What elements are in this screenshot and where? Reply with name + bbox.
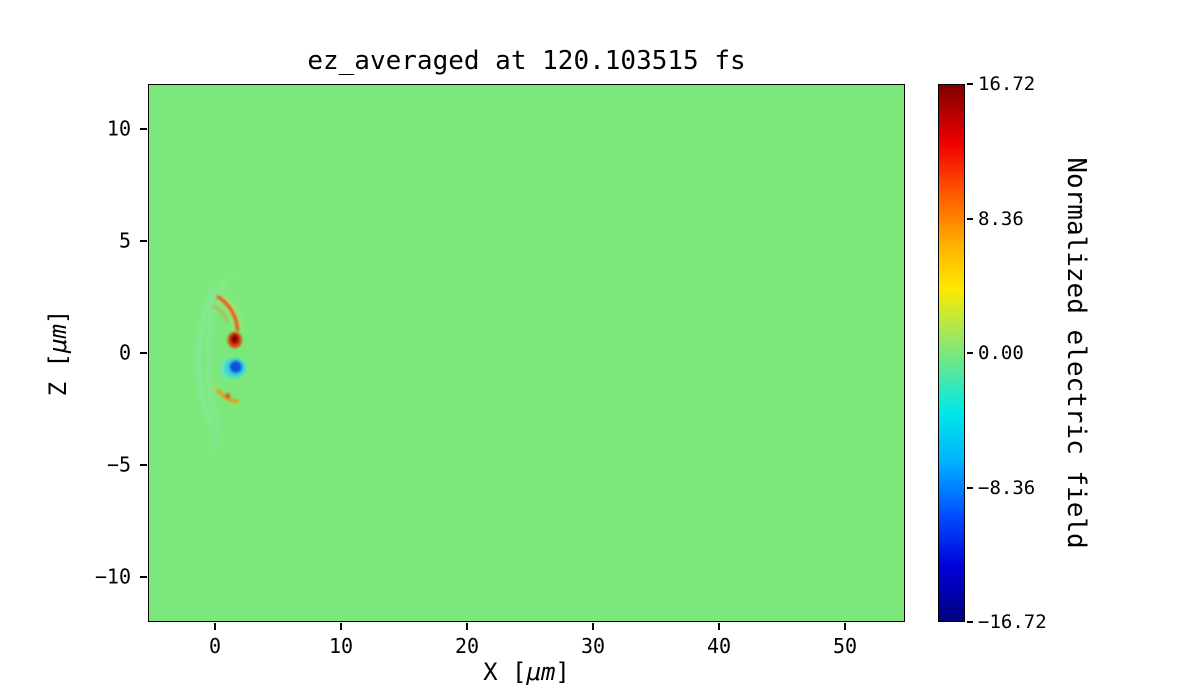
chart-title: ez_averaged at 120.103515 fs bbox=[307, 46, 746, 76]
colorbar-tickmark bbox=[967, 83, 973, 85]
colorbar-tickmark bbox=[967, 218, 973, 220]
x-tickmark bbox=[214, 623, 216, 630]
x-tick-label: 40 bbox=[706, 634, 732, 658]
y-tickmark bbox=[140, 240, 147, 242]
x-tickmark bbox=[718, 623, 720, 630]
y-tick-label: −10 bbox=[94, 564, 131, 589]
colorbar-tick-label: −16.72 bbox=[978, 611, 1047, 633]
colorbar-tick-label: 0.00 bbox=[978, 342, 1024, 364]
y-tick-label: −5 bbox=[106, 452, 131, 477]
colorbar-axis-label: Normalized electric field bbox=[1061, 157, 1091, 549]
x-tick-label: 30 bbox=[580, 634, 606, 658]
x-tick-label: 10 bbox=[328, 634, 354, 658]
y-axis-label: Z [μm] bbox=[44, 309, 72, 397]
y-axis-unit: μm bbox=[44, 324, 72, 353]
x-tick-label: 50 bbox=[832, 634, 858, 658]
y-tick-label: 10 bbox=[106, 116, 131, 141]
y-tickmark bbox=[140, 576, 147, 578]
y-tickmark bbox=[140, 352, 147, 354]
x-tickmark bbox=[592, 623, 594, 630]
x-tick-label: 0 bbox=[208, 634, 222, 658]
colorbar-tickmark bbox=[967, 621, 973, 623]
colorbar-tick-label: −8.36 bbox=[978, 477, 1036, 499]
colorbar bbox=[938, 84, 965, 622]
colorbar-tickmark bbox=[967, 352, 973, 354]
heatmap-plot-area bbox=[148, 84, 905, 622]
x-tick-label: 20 bbox=[454, 634, 480, 658]
colorbar-tick-label: 16.72 bbox=[978, 73, 1036, 95]
y-tick-label: 5 bbox=[118, 228, 131, 253]
x-tickmark bbox=[340, 623, 342, 630]
field-structure bbox=[197, 271, 246, 452]
x-tickmark bbox=[466, 623, 468, 630]
y-tick-label: 0 bbox=[118, 340, 131, 365]
colorbar-tickmark bbox=[967, 487, 973, 489]
x-axis-label: X [μm] bbox=[483, 658, 570, 686]
x-axis-unit: μm bbox=[526, 658, 556, 686]
y-tickmark bbox=[140, 464, 147, 466]
colorbar-tick-label: 8.36 bbox=[978, 208, 1024, 230]
y-tickmark bbox=[140, 128, 147, 130]
x-tickmark bbox=[844, 623, 846, 630]
